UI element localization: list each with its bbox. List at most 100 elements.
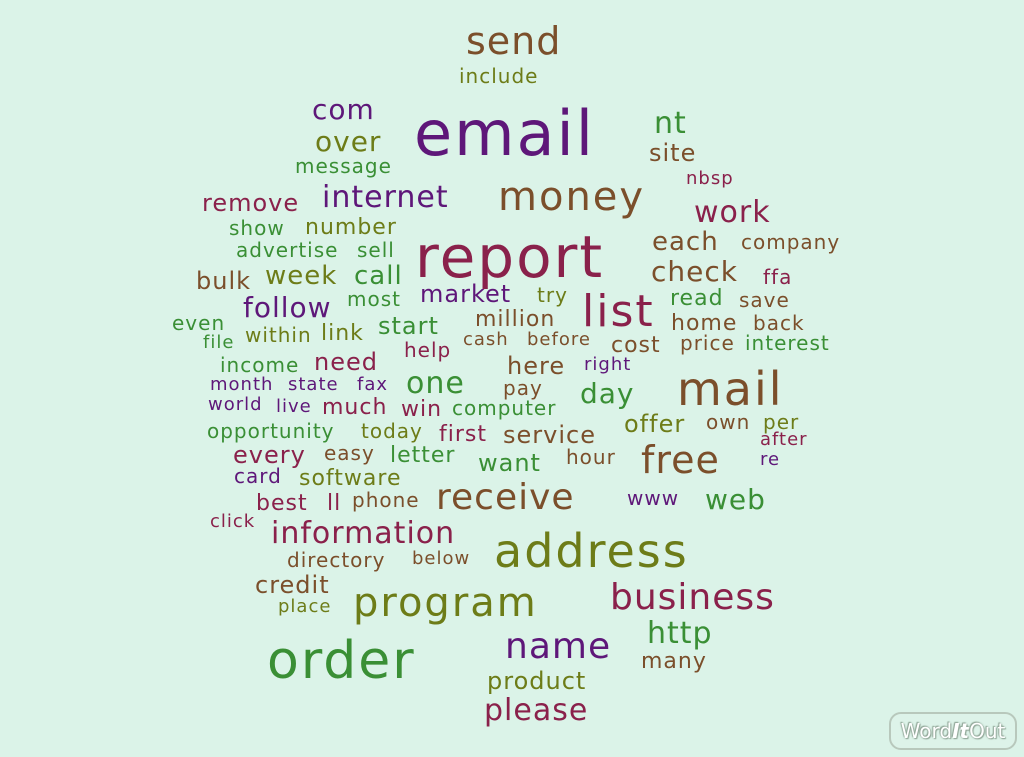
word-back: back [753,311,805,335]
word-within: within [245,323,312,347]
word-re: re [760,449,781,470]
word-message: message [295,154,392,178]
word-check: check [651,255,738,288]
word-opportunity: opportunity [207,419,335,443]
word-nbsp: nbsp [686,168,734,189]
word-pay: pay [503,376,543,400]
word-card: card [234,464,282,488]
word-day: day [580,377,635,410]
word-before: before [527,329,591,350]
word-much: much [322,395,388,420]
logo-out-text: Out [969,719,1006,743]
word-send: send [466,19,562,63]
worditout-logo: Word It Out [889,712,1017,750]
word-offer: offer [624,410,686,438]
word-company: company [741,230,841,254]
word-hour: hour [566,445,616,469]
word-com: com [312,93,375,126]
word-mail: mail [677,362,784,416]
word-http: http [647,616,713,651]
word-after: after [760,429,808,450]
word-every: every [233,441,306,469]
word-email: email [414,97,595,170]
word-million: million [475,307,556,332]
word-one: one [406,366,465,401]
word-information: information [271,516,456,551]
word-site: site [649,139,697,167]
word-below: below [412,548,471,569]
word-save: save [739,288,790,312]
word-today: today [361,419,423,443]
word-even: even [172,311,226,335]
word-ffa: ffa [763,265,793,289]
word-win: win [401,397,443,422]
word-sell: sell [357,238,395,262]
word-software: software [299,466,402,491]
word-computer: computer [452,396,557,420]
word-number: number [305,215,397,240]
word-cost: cost [611,333,661,358]
word-show: show [229,216,285,240]
word-many: many [641,649,707,674]
word-credit: credit [255,571,330,599]
word-product: product [487,667,587,695]
word-report: report [415,223,605,291]
word-bulk: bulk [196,267,252,295]
word-live: live [276,396,312,417]
word-try: try [537,283,568,307]
word-most: most [347,287,401,311]
word-price: price [680,331,735,355]
word-start: start [378,312,439,340]
word-advertise: advertise [236,238,339,262]
word-interest: interest [745,331,830,355]
word-include: include [459,64,539,88]
word-here: here [507,352,566,380]
word-place: place [278,596,332,617]
word-call: call [354,261,403,291]
word-own: own [706,410,751,434]
word-letter: letter [390,443,456,468]
logo-word-text: Word [900,719,953,743]
word-each: each [652,227,719,257]
word-remove: remove [202,189,300,217]
word-need: need [314,348,378,376]
word-file: file [203,332,235,353]
word-right: right [584,354,632,375]
word-month: month [210,374,274,395]
word-please: please [484,693,589,728]
word-fax: fax [357,374,389,395]
word-phone: phone [352,488,420,512]
word-free: free [641,438,720,482]
word-best: best [256,491,308,516]
word-cash: cash [463,329,509,350]
word-nt: nt [654,106,687,141]
word-follow: follow [243,291,332,324]
word-over: over [315,125,382,158]
word-home: home [671,311,738,336]
word-address: address [494,524,689,578]
word-week: week [265,261,338,291]
word-business: business [610,577,775,618]
word-service: service [503,421,596,449]
word-directory: directory [287,548,386,572]
word-read: read [670,286,724,311]
word-income: income [220,353,300,377]
word-per: per [763,410,800,434]
word-first: first [439,422,487,447]
word-click: click [210,511,256,532]
word-help: help [404,338,452,362]
word-state: state [288,374,339,395]
word-internet: internet [322,180,449,215]
word-world: world [208,394,263,415]
word-web: web [705,483,766,516]
word-name: name [505,626,612,667]
word-easy: easy [324,441,375,465]
word-work: work [694,195,771,230]
word-program: program [353,580,538,626]
word-money: money [498,174,646,220]
word-want: want [478,449,541,477]
word-list: list [582,286,655,337]
word-order: order [267,631,416,691]
word-link: link [321,321,364,346]
